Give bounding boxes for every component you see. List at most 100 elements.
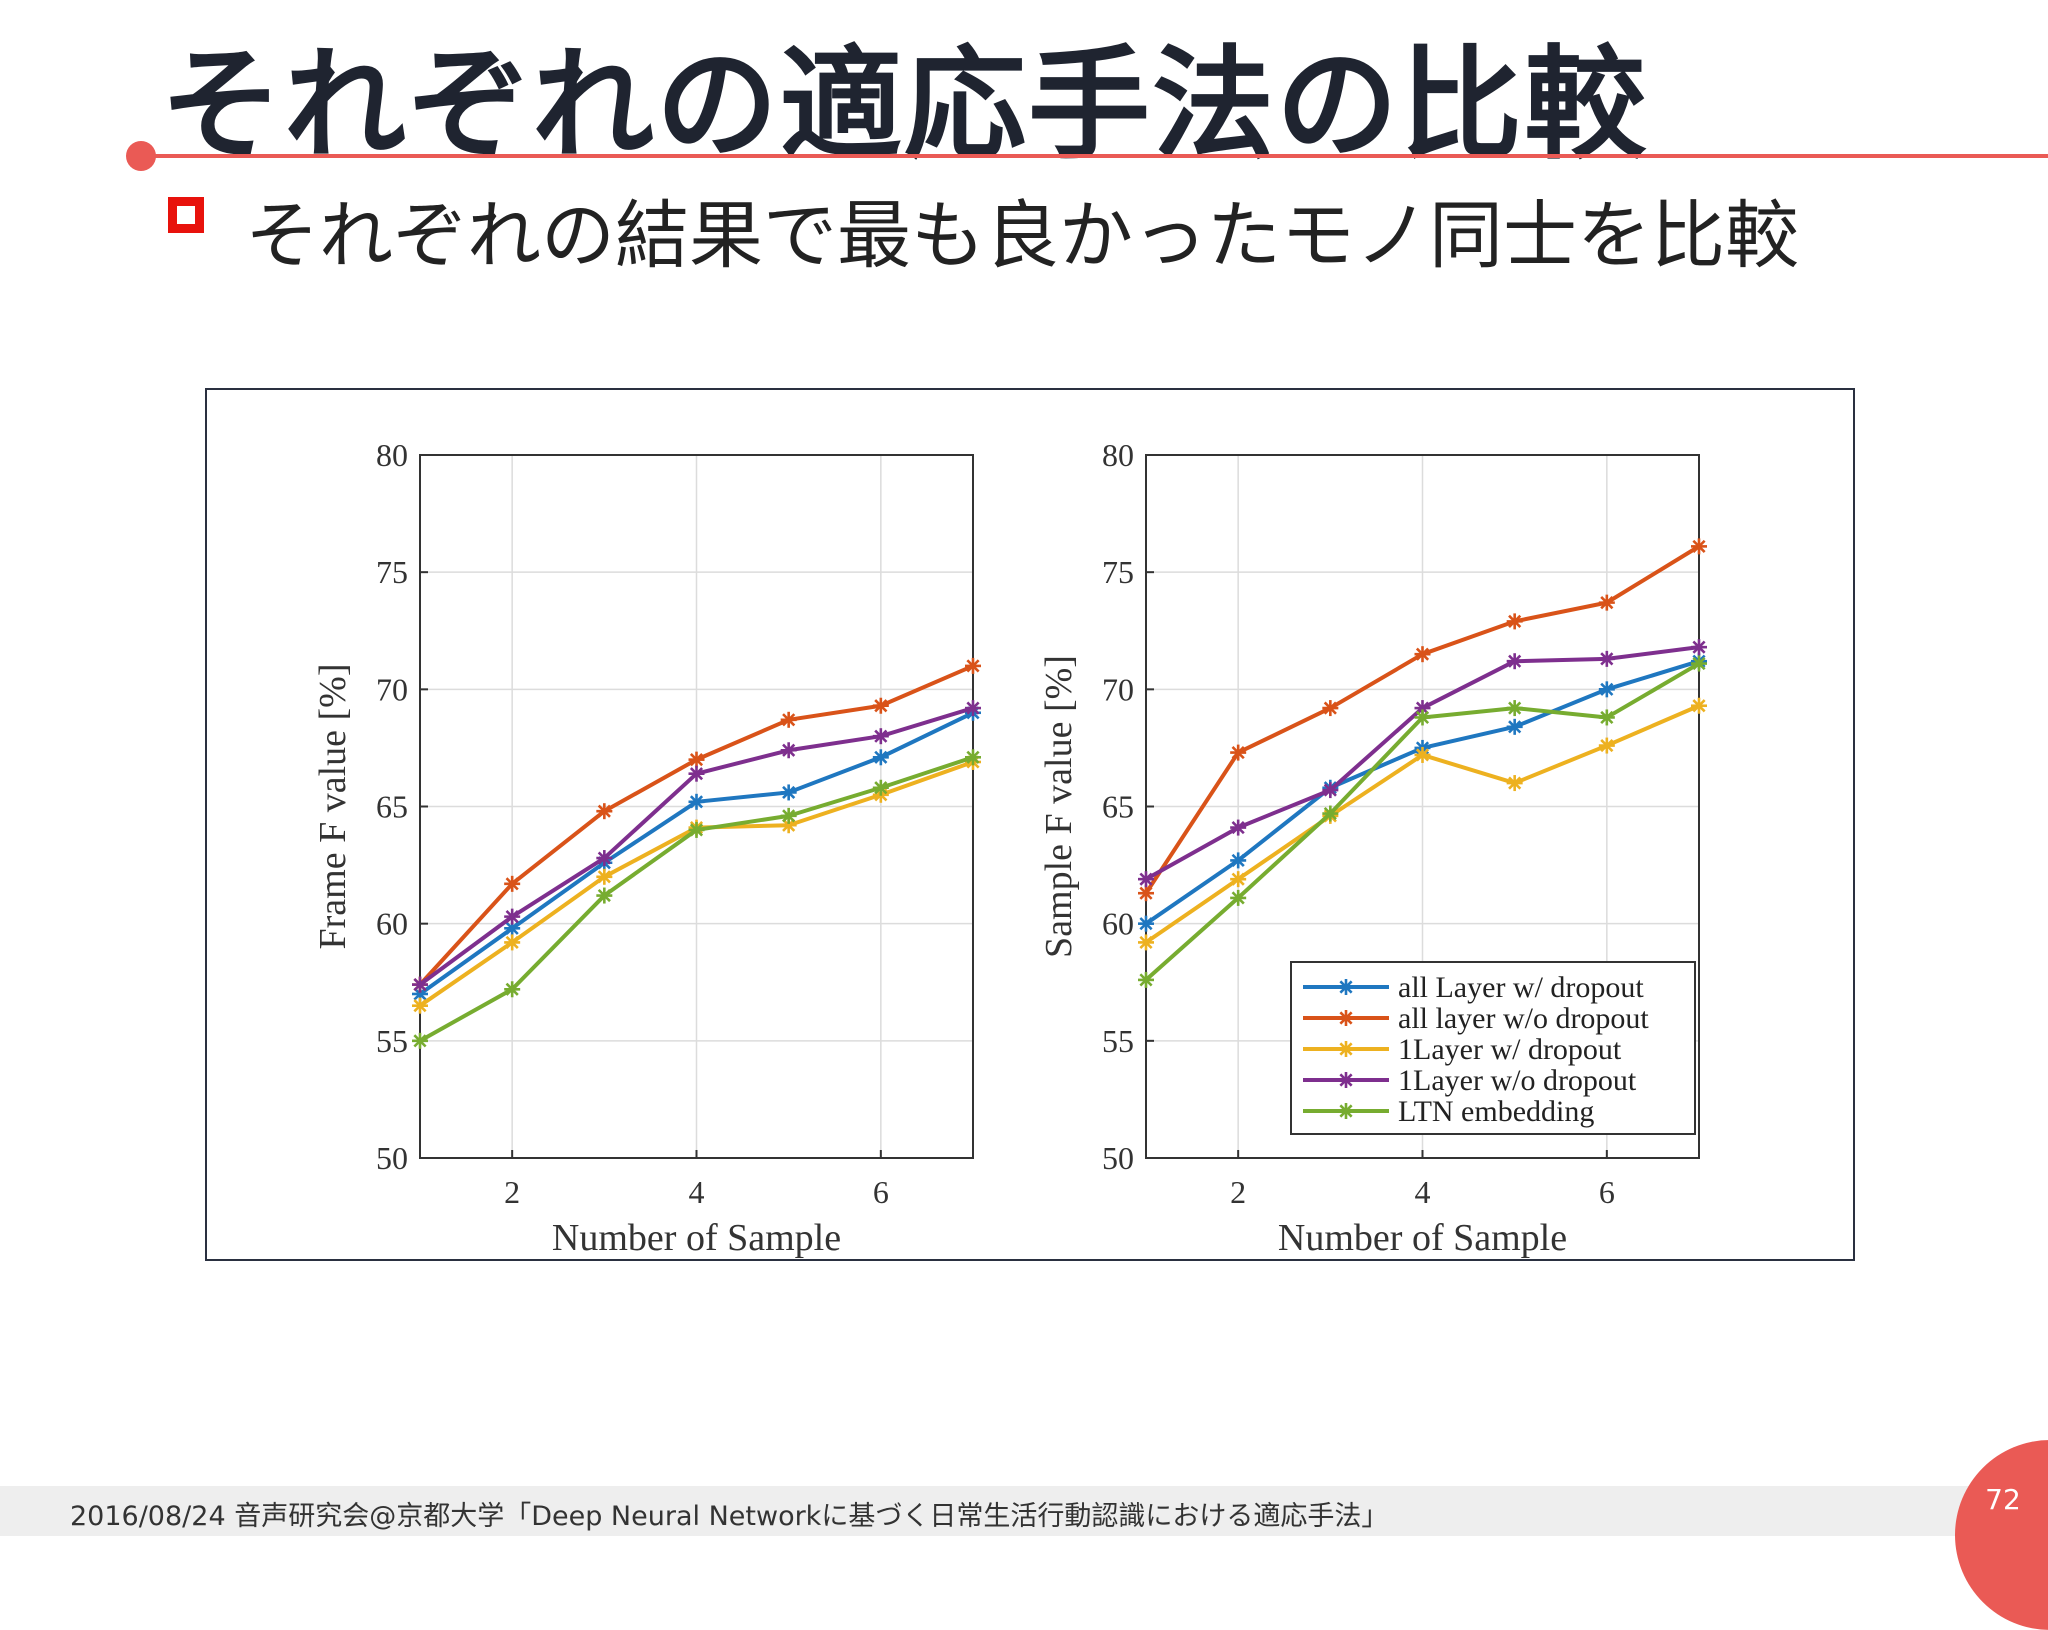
data-point [780, 711, 797, 728]
data-point [780, 784, 797, 801]
data-point [688, 821, 705, 838]
data-point [1506, 613, 1523, 630]
data-point [1598, 681, 1615, 698]
data-point [596, 887, 613, 904]
legend-item: 1Layer w/o dropout [1303, 1064, 1637, 1097]
data-point [965, 749, 981, 766]
page-number: 72 [1985, 1483, 2021, 1516]
y-tick-label: 60 [1102, 906, 1134, 942]
y-tick-label: 55 [376, 1023, 408, 1059]
data-point [1138, 871, 1154, 888]
footer-text: 2016/08/24 音声研究会@京都大学「Deep Neural Networ… [70, 1501, 1389, 1532]
data-point [872, 779, 889, 796]
y-axis-label: Frame F value [%] [312, 664, 354, 950]
chart-1: 50 55 60 65 70 75 80 2 4 6 Number of Sample Frame F… [312, 437, 981, 1259]
data-point [1691, 655, 1707, 672]
data-point [688, 751, 705, 768]
data-point [1230, 852, 1247, 869]
data-point [1138, 915, 1154, 932]
series-4 [412, 700, 981, 993]
y-tick-label: 70 [376, 671, 408, 707]
chart-2: 50 55 60 65 70 75 80 2 4 6 Number of Sample Sample … [1038, 437, 1707, 1259]
data-point [780, 807, 797, 824]
bullet-text: それぞれの結果で最も良かったモノ同士を比較 [245, 193, 1799, 279]
data-point [1322, 782, 1339, 799]
data-point [1138, 934, 1154, 951]
data-point [412, 976, 428, 993]
data-point [504, 908, 521, 925]
data-point [1138, 971, 1154, 988]
data-point [1506, 718, 1523, 735]
data-point [596, 868, 613, 885]
data-point [1230, 871, 1247, 888]
data-point [1691, 538, 1707, 555]
data-point [1691, 639, 1707, 656]
data-point [1598, 709, 1615, 726]
x-tick-label: 2 [1230, 1174, 1246, 1210]
data-point [1322, 700, 1339, 717]
x-tick-label: 4 [1415, 1174, 1431, 1210]
legend-label: LTN embedding [1398, 1095, 1594, 1128]
data-point [1414, 646, 1431, 663]
data-point [1598, 594, 1615, 611]
legend-label: all Layer w/ dropout [1398, 971, 1644, 1004]
legend-marker [1338, 1103, 1354, 1119]
x-tick-label: 6 [1599, 1174, 1615, 1210]
y-tick-label: 65 [376, 789, 408, 825]
data-point [1598, 650, 1615, 667]
data-point [1230, 744, 1247, 761]
legend-label: 1Layer w/ dropout [1398, 1033, 1622, 1066]
x-tick-label: 4 [689, 1174, 705, 1210]
x-tick-label: 2 [504, 1174, 520, 1210]
y-tick-label: 75 [376, 554, 408, 590]
data-point [412, 1032, 428, 1049]
data-point [688, 765, 705, 782]
y-tick-label: 50 [1102, 1140, 1134, 1176]
x-tick-label: 6 [873, 1174, 889, 1210]
legend-marker [1338, 1041, 1354, 1057]
data-point [596, 850, 613, 867]
x-axis-label: Number of Sample [1278, 1217, 1567, 1259]
legend-item: all layer w/o dropout [1303, 1002, 1649, 1035]
data-point [504, 981, 521, 998]
data-point [412, 997, 428, 1014]
y-tick-label: 50 [376, 1140, 408, 1176]
y-axis-label: Sample F value [%] [1038, 655, 1080, 958]
line-charts: 50 55 60 65 70 75 80 2 4 6 Number of Sample Frame F… [312, 437, 1707, 1259]
x-axis-label: Number of Sample [552, 1217, 841, 1259]
y-tick-label: 80 [376, 437, 408, 473]
slide-title: それぞれの適応手法の比較 [160, 34, 1648, 176]
legend-marker [1338, 1010, 1354, 1026]
data-point [1506, 700, 1523, 717]
data-point [965, 700, 981, 717]
legend-item: LTN embedding [1303, 1095, 1594, 1128]
data-point [1414, 709, 1431, 726]
data-point [688, 793, 705, 810]
y-tick-label: 80 [1102, 437, 1134, 473]
legend-label: 1Layer w/o dropout [1398, 1064, 1637, 1097]
y-tick-label: 55 [1102, 1023, 1134, 1059]
data-point [1230, 819, 1247, 836]
footer-bar [0, 1486, 2048, 1536]
data-point [872, 697, 889, 714]
data-point [1691, 697, 1707, 714]
title-underline [140, 154, 2048, 158]
data-point [504, 934, 521, 951]
data-point [1230, 889, 1247, 906]
y-tick-label: 65 [1102, 789, 1134, 825]
data-point [1506, 775, 1523, 792]
series-2 [1138, 538, 1707, 902]
title-underline-dot [126, 141, 156, 171]
series-5 [1138, 655, 1707, 988]
legend-marker [1338, 1072, 1354, 1088]
data-point [872, 749, 889, 766]
data-point [596, 803, 613, 820]
y-tick-label: 70 [1102, 671, 1134, 707]
legend-label: all layer w/o dropout [1398, 1002, 1649, 1035]
legend-marker [1338, 979, 1354, 995]
y-tick-label: 60 [376, 906, 408, 942]
data-point [965, 657, 981, 674]
data-point [1138, 885, 1154, 902]
data-point [1506, 653, 1523, 670]
